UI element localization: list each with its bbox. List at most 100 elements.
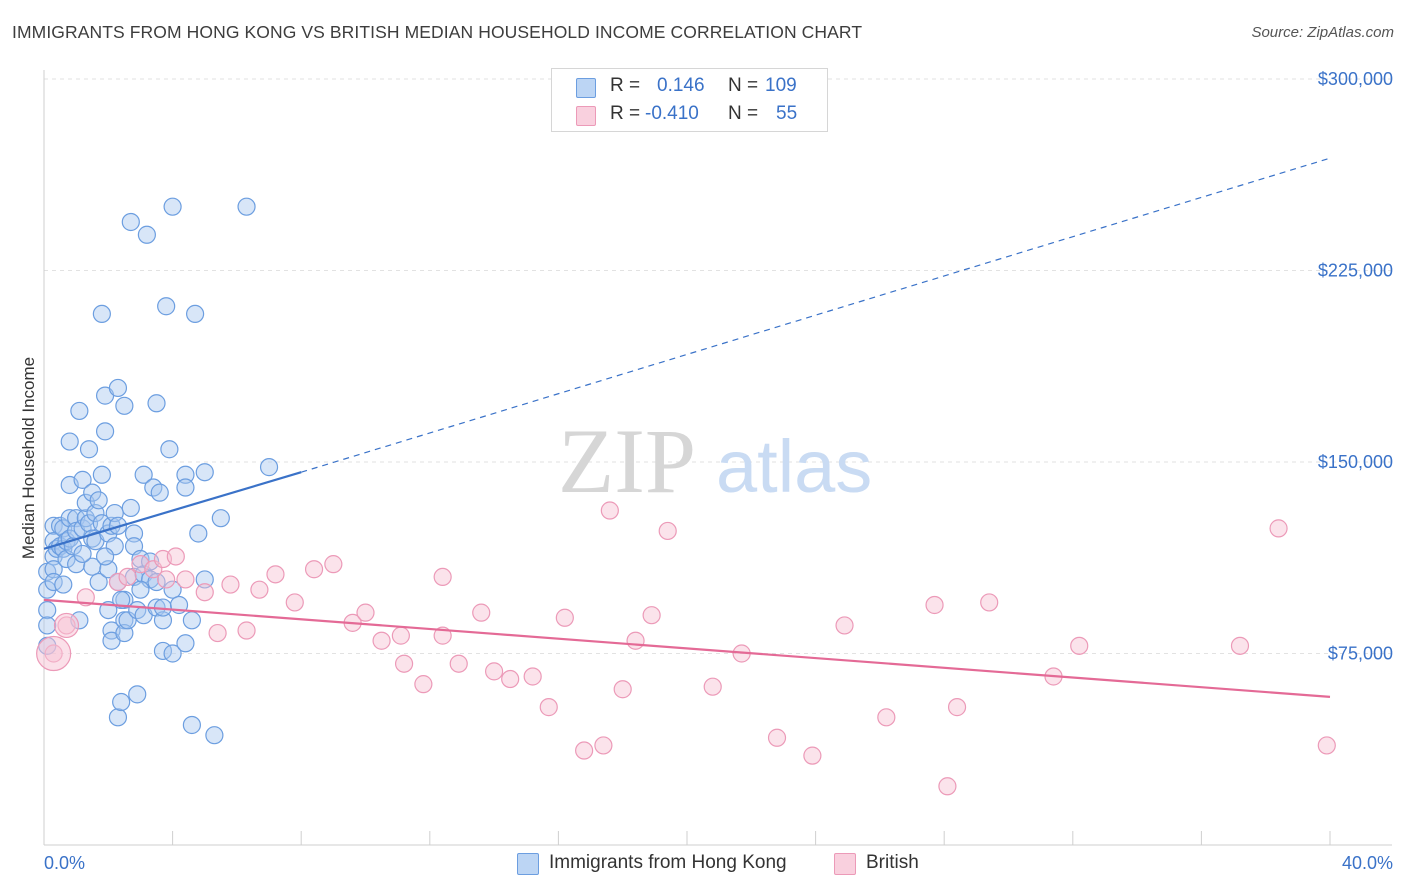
legend-swatch-blue [576, 78, 596, 98]
legend-r-label: R = [610, 103, 641, 124]
point-british [539, 698, 558, 717]
point-hong-kong [176, 478, 195, 497]
source-label: Source: ZipAtlas.com [1251, 24, 1394, 41]
point-hong-kong [60, 432, 79, 451]
legend-r-label: R = [610, 75, 641, 96]
point-british [157, 570, 176, 589]
legend-n-value: 55 [776, 103, 798, 124]
point-british [835, 616, 854, 635]
point-british [195, 583, 214, 602]
trend-line-hong-kong-projection [301, 157, 1331, 473]
point-british [626, 631, 645, 650]
point-hong-kong [157, 297, 176, 316]
point-british [324, 555, 343, 574]
chart-title: IMMIGRANTS FROM HONG KONG VS BRITISH MED… [12, 22, 863, 42]
point-hong-kong [176, 465, 195, 484]
point-british [767, 728, 787, 747]
point-hong-kong [89, 491, 108, 510]
legend-n-label: N = [728, 75, 759, 96]
point-hong-kong [115, 396, 134, 415]
point-hong-kong [44, 560, 63, 579]
point-british [575, 741, 594, 760]
point-hong-kong [134, 465, 153, 484]
x-tick-label: 40.0% [1342, 853, 1393, 873]
point-hong-kong [112, 590, 131, 609]
point-hong-kong [128, 685, 147, 704]
point-hong-kong [89, 572, 108, 592]
legend-row-british: R = -0.410 N = 55 [552, 101, 827, 129]
points-hong-kong [38, 197, 279, 745]
point-british [642, 606, 661, 625]
point-british [414, 675, 433, 694]
gridlines [44, 78, 1392, 654]
point-british [938, 777, 957, 796]
point-hong-kong [160, 440, 179, 459]
bottom-legend-swatch-blue [517, 853, 539, 875]
point-british [594, 736, 613, 755]
point-british [600, 501, 619, 520]
point-hong-kong [70, 401, 89, 421]
point-hong-kong [163, 197, 182, 216]
watermark-atlas: atlas [716, 425, 872, 508]
point-hong-kong [79, 514, 99, 533]
y-tick-label: $75,000 [1328, 644, 1393, 664]
trend-line-hong-kong [43, 471, 302, 550]
legend-row-hong-kong: R = 0.146 N = 109 [552, 73, 827, 101]
legend-n-value: 109 [765, 75, 797, 96]
point-british [266, 565, 285, 584]
bottom-legend-label: British [866, 852, 919, 873]
point-hong-kong [79, 440, 99, 459]
point-hong-kong [112, 692, 131, 712]
point-british-cluster [53, 612, 80, 639]
point-british [1230, 636, 1250, 655]
point-hong-kong [150, 483, 169, 502]
y-tick-label: $300,000 [1318, 69, 1393, 89]
tick-labels: $75,000 $150,000 $225,000 $300,000 0.0% 40.0%… [19, 69, 1393, 873]
point-british [485, 662, 504, 681]
legend-swatch-pink [576, 106, 596, 126]
point-hong-kong [259, 458, 279, 477]
point-hong-kong [38, 616, 57, 635]
point-british [108, 572, 128, 592]
point-hong-kong [182, 715, 201, 735]
point-british [118, 567, 137, 587]
point-hong-kong [131, 580, 150, 599]
y-tick-label: $225,000 [1318, 261, 1393, 281]
point-hong-kong [163, 644, 182, 663]
point-british [555, 608, 574, 627]
point-hong-kong [95, 547, 115, 566]
point-british [703, 677, 722, 696]
point-british [877, 708, 896, 727]
point-british [1269, 519, 1288, 538]
point-hong-kong [92, 465, 111, 484]
point-british-cluster [36, 635, 72, 672]
point-british [208, 623, 227, 643]
point-british [449, 654, 468, 673]
point-british [947, 698, 967, 717]
point-british [433, 567, 452, 587]
point-hong-kong [95, 422, 115, 441]
point-british [394, 654, 414, 673]
point-british [166, 547, 185, 566]
point-british [356, 603, 375, 622]
y-axis-label: Median Household Income [19, 357, 38, 559]
bottom-legend-label: Immigrants from Hong Kong [549, 852, 787, 873]
point-british [803, 746, 822, 765]
legend-r-value: 0.146 [657, 75, 705, 96]
point-hong-kong [50, 516, 70, 535]
point-british [304, 560, 324, 579]
point-hong-kong [73, 470, 92, 489]
watermark-zip: ZIP [558, 410, 696, 512]
trend-line-british [43, 598, 1331, 699]
point-british [523, 667, 542, 686]
point-british [176, 570, 195, 589]
point-british [250, 580, 269, 599]
point-hong-kong [73, 544, 92, 564]
point-hong-kong [211, 509, 230, 528]
axes [43, 70, 1392, 846]
point-british [221, 575, 240, 594]
point-hong-kong [147, 394, 166, 413]
point-british [285, 593, 304, 612]
point-hong-kong [76, 509, 95, 528]
point-british [980, 593, 999, 612]
